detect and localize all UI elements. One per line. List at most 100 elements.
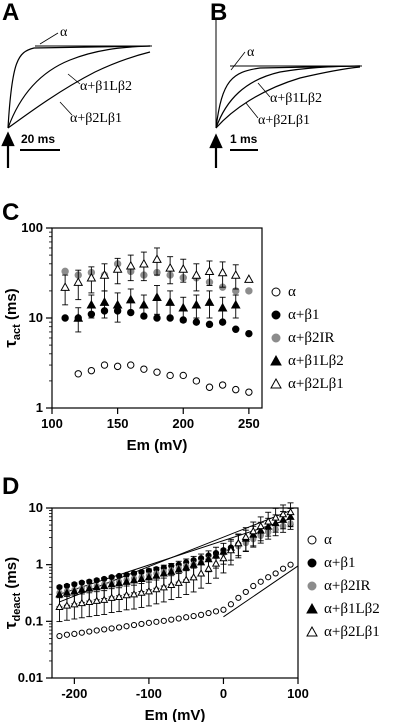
panel-b: B α α+β1Lβ2 α+β2Lβ1 1 ms: [209, 0, 362, 168]
panel-c-point: [99, 270, 110, 279]
panel-c-point: [140, 365, 148, 373]
panel-d-point: [256, 521, 265, 530]
panel-d-point: [235, 594, 242, 601]
panel-d-series-4: [55, 502, 295, 623]
panel-c-point: [166, 371, 174, 380]
panel-d-point: [123, 623, 130, 630]
panel-d-point: [138, 620, 145, 628]
panel-c-legend-marker: [271, 333, 281, 343]
panel-d-legend-label: α+β2Lβ1: [324, 624, 380, 640]
panel-d-point: [144, 586, 154, 595]
panel-d-point: [182, 575, 191, 583]
panel-c-series-4: [60, 247, 254, 306]
panel-b-arrow-icon: [209, 133, 223, 168]
panel-a-annotation-alpha: α: [60, 25, 68, 40]
panel-c-point: [192, 318, 201, 326]
panel-c-xtick-label: 100: [41, 416, 63, 431]
panel-d-point: [92, 596, 101, 604]
panel-d-point: [265, 574, 272, 581]
panel-d-point: [129, 576, 139, 584]
panel-c-point: [125, 260, 136, 270]
panel-b-annotation-alpha: α: [247, 45, 255, 60]
panel-d-point: [92, 582, 101, 591]
panel-b-trace-alpha: [215, 65, 361, 129]
panel-d-point: [107, 580, 116, 588]
panel-d-legend-label: α+β1Lβ2: [324, 601, 380, 617]
panel-d-point: [212, 608, 220, 615]
panel-d-point: [85, 597, 94, 606]
panel-c-xtick-label: 150: [107, 416, 129, 431]
panel-d-point: [196, 569, 206, 577]
panel-d-point: [174, 578, 183, 586]
panel-b-annotation-b2lb1: α+β2Lβ1: [258, 113, 310, 128]
panel-b-pointer-alpha: [230, 51, 246, 71]
panel-c-series-3: [73, 284, 241, 333]
panel-c-point: [73, 312, 84, 322]
panel-c-ylabel: τact (ms): [1, 288, 23, 347]
panel-c-point: [245, 287, 253, 295]
panel-d-point: [279, 565, 287, 572]
panel-d-point: [205, 609, 212, 617]
panel-d-point: [77, 598, 86, 607]
panel-d-fit-line: [223, 565, 299, 618]
panel-d-point: [85, 584, 94, 592]
panel-d-point: [272, 570, 279, 577]
panel-d-point: [62, 601, 72, 609]
panel-c-point: [165, 297, 175, 306]
panel-c-legend-marker: [270, 354, 282, 366]
panel-c-point: [125, 294, 136, 304]
panel-a-label: A: [2, 0, 19, 26]
panel-c-ytick-label: 10: [29, 310, 43, 325]
panel-d-point: [226, 545, 236, 554]
panel-c-point: [139, 299, 149, 309]
panel-d-point: [55, 602, 64, 610]
panel-a-trace-alpha: [7, 45, 151, 129]
panel-d-xtick-label: 0: [220, 686, 227, 701]
panel-c-legend-label: α+β2Lβ1: [288, 376, 344, 392]
panel-d-plot-frame: [51, 507, 299, 679]
panel-d-point: [100, 581, 109, 590]
panel-d-point: [145, 619, 153, 626]
panel-d-point: [77, 585, 86, 593]
panel-d-point: [78, 629, 85, 636]
panel-d-point: [190, 612, 197, 620]
panel-c-legend-label: α+β2IR: [288, 330, 334, 346]
panel-c-point: [217, 267, 228, 277]
panel-c-legend-label: α+β1: [288, 307, 319, 323]
panel-c-point: [99, 297, 110, 306]
panel-d-point: [241, 532, 250, 540]
panel-d-xtick-label: -200: [61, 686, 87, 701]
panel-d-point: [159, 582, 168, 591]
panel-c-series-0: [74, 361, 253, 396]
panel-d-point: [107, 593, 116, 601]
panel-d-point: [62, 588, 72, 596]
panel-a-annotation-b1lb2: α+β1Lβ2: [80, 79, 132, 94]
panel-d-xlabel: Em (mV): [145, 707, 206, 722]
panel-d-legend-marker: [307, 558, 317, 568]
panel-c-point: [86, 272, 97, 282]
panel-b-pointer-b2lb1: [245, 102, 259, 119]
panel-d-legend-label: α: [324, 532, 332, 548]
panel-c-point: [179, 371, 187, 380]
panel-c-xtick-label: 250: [238, 416, 260, 431]
panel-c-point: [139, 258, 149, 268]
panel-c-point: [113, 362, 122, 371]
panel-d-legend-marker: [307, 581, 317, 591]
panel-d-point: [93, 627, 100, 634]
panel-c-point: [165, 262, 175, 272]
panel-d-fit-line: [59, 518, 291, 595]
panel-b-scale-label: 1 ms: [230, 132, 258, 146]
panel-d-point: [257, 578, 264, 585]
panel-d-point: [63, 631, 71, 638]
panel-d-legend-marker: [306, 625, 318, 637]
panel-c-point: [74, 370, 82, 378]
panel-d-legend-label: α+β1: [324, 555, 355, 571]
panel-c-point: [61, 314, 69, 322]
panel-d-point: [86, 628, 93, 635]
panel-d-point: [122, 577, 131, 585]
panel-d-ytick-label: 10: [29, 500, 43, 515]
panel-c-point: [232, 385, 240, 394]
panel-d-point: [175, 615, 182, 622]
panel-c-legend-marker: [271, 310, 281, 320]
panel-d-legend-marker: [307, 535, 317, 545]
